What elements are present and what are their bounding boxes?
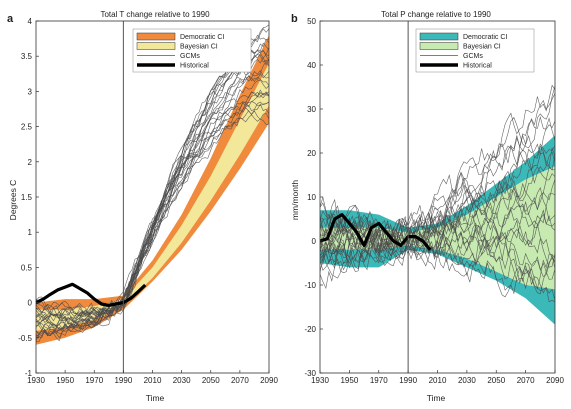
x-tick-label: 1950	[56, 376, 74, 385]
panel-letter: a	[7, 13, 14, 25]
panel-a-temperature: a Total T change relative to 1990 Degree…	[7, 10, 278, 403]
gcm-line	[36, 60, 269, 321]
gcm-line	[320, 186, 555, 248]
gcm-line	[36, 34, 269, 337]
panel-b-precipitation: b Total P change relative to 1990 mm/mon…	[290, 10, 564, 403]
legend-label: Historical	[463, 63, 492, 70]
legend-label: Bayesian CI	[463, 44, 501, 51]
x-tick-label: 1990	[114, 376, 132, 385]
y-axis-label: Degrees C	[8, 180, 18, 221]
x-tick-label: 2010	[144, 376, 162, 385]
gcm-line	[36, 47, 269, 336]
gcm-line	[320, 204, 555, 282]
y-tick-label: 3.5	[21, 52, 33, 61]
y-tick-label: 3	[28, 87, 33, 96]
gcm-line	[36, 91, 269, 320]
gcm-line	[320, 117, 555, 269]
x-axis-label: Time	[146, 393, 165, 403]
axis-ticks: 1930 1950 1970 1990 2010 2030 2050 2070 2090 -1 -0…	[18, 17, 278, 385]
x-tick-label: 2070	[517, 376, 535, 385]
y-tick-label: 50	[307, 17, 316, 26]
legend-swatch	[419, 42, 459, 50]
x-tick-label: 2030	[458, 376, 476, 385]
y-tick-label: 1.5	[21, 193, 33, 202]
gcm-lines	[36, 24, 269, 343]
legend-swatch	[419, 32, 459, 41]
legend-swatch	[136, 42, 176, 50]
legend: Democratic CI Bayesian CI GCMs Historical	[132, 28, 252, 73]
plot-area	[320, 21, 555, 373]
gcm-line	[320, 215, 555, 278]
y-tick-label: -10	[304, 281, 316, 290]
gcm-line	[320, 212, 555, 295]
gcm-line	[320, 227, 555, 303]
x-tick-label: 1990	[399, 376, 417, 385]
axis-ticks: 1930 1950 1970 1990 2010 2030 2050 2070 2090-30-…	[304, 17, 564, 385]
y-tick-label: 40	[307, 61, 316, 70]
gcm-line	[36, 75, 269, 320]
x-tick-label: 1930	[311, 376, 329, 385]
chart-title: Total T change relative to 1990	[100, 10, 210, 19]
y-tick-label: 1	[28, 228, 33, 237]
bayesian-ci-band	[320, 166, 555, 290]
gcm-line	[320, 116, 555, 258]
legend-swatch	[136, 32, 176, 41]
y-tick-label: 2	[28, 158, 33, 167]
legend-label: Democratic CI	[463, 34, 507, 41]
x-tick-label: 2090	[546, 376, 564, 385]
gcm-line	[36, 52, 269, 316]
gcm-line	[320, 84, 555, 255]
y-axis-label: mm/month	[290, 180, 300, 220]
legend-label: Historical	[180, 63, 209, 70]
x-tick-label: 1950	[340, 376, 358, 385]
historical-line	[320, 213, 432, 251]
x-tick-label: 2050	[487, 376, 505, 385]
x-tick-label: 1970	[370, 376, 388, 385]
gcm-line	[36, 114, 269, 335]
gcm-line	[36, 50, 269, 324]
y-tick-label: -20	[304, 325, 316, 334]
y-tick-label: 0.5	[21, 263, 33, 272]
gcm-line	[320, 145, 555, 248]
y-tick-label: 2.5	[21, 123, 33, 132]
y-tick-label: -30	[304, 369, 316, 378]
gcm-line	[36, 101, 269, 318]
y-tick-label: 10	[307, 193, 316, 202]
y-tick-label: 0	[312, 237, 317, 246]
gcm-line	[36, 110, 269, 342]
gcm-line	[320, 217, 555, 268]
plot-area	[36, 21, 269, 373]
gcm-line	[320, 205, 555, 272]
bayesian-ci-band	[36, 63, 269, 331]
y-tick-label: -1	[25, 369, 33, 378]
y-tick-label: -0.5	[18, 334, 32, 343]
x-tick-label: 2090	[260, 376, 278, 385]
gcm-line	[320, 151, 555, 266]
y-tick-label: 4	[28, 17, 33, 26]
gcm-line	[36, 56, 269, 339]
x-tick-label: 1970	[85, 376, 103, 385]
legend-label: GCMs	[463, 53, 483, 60]
x-tick-label: 1930	[27, 376, 45, 385]
x-tick-label: 2030	[173, 376, 191, 385]
legend-label: GCMs	[180, 53, 200, 60]
y-tick-label: 30	[307, 105, 316, 114]
legend-label: Democratic CI	[180, 34, 224, 41]
y-tick-label: 0	[28, 299, 33, 308]
y-tick-label: 20	[307, 149, 316, 158]
x-tick-label: 2050	[202, 376, 220, 385]
historical-line	[36, 282, 147, 307]
x-tick-label: 2070	[231, 376, 249, 385]
x-axis-label: Time	[427, 393, 446, 403]
panel-letter: b	[291, 13, 298, 25]
gcm-line	[320, 179, 555, 253]
gcm-line	[36, 70, 269, 328]
legend-label: Bayesian CI	[180, 44, 218, 51]
chart-title: Total P change relative to 1990	[381, 10, 491, 19]
legend: Democratic CI Bayesian CI GCMs Historical	[415, 28, 535, 73]
x-tick-label: 2010	[429, 376, 447, 385]
